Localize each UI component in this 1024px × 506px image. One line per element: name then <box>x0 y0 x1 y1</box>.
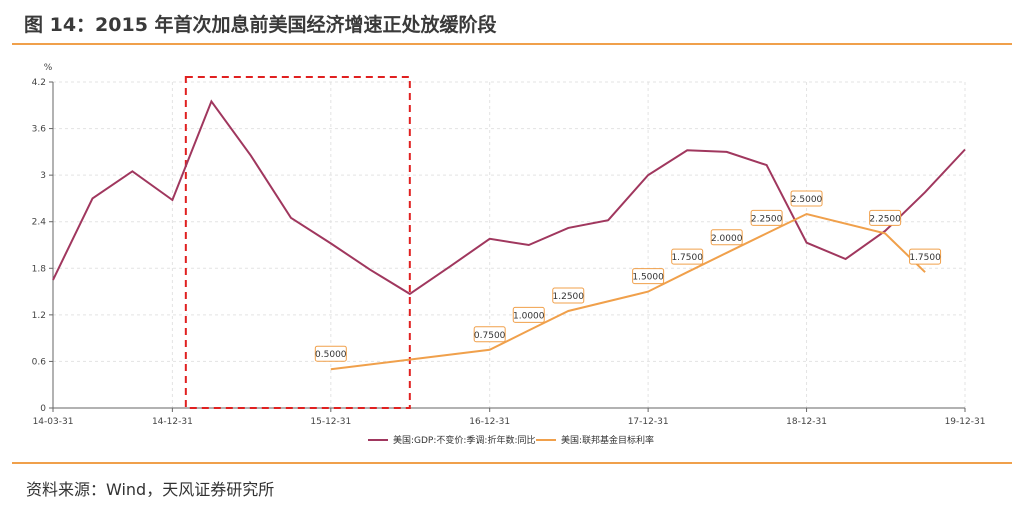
y-tick-label: 3.6 <box>32 125 47 135</box>
data-label-box <box>473 326 506 343</box>
top-divider <box>12 43 1012 45</box>
data-label: 1.0000 <box>513 311 545 321</box>
y-tick-label: 3 <box>40 171 46 181</box>
x-tick-label: 19-12-31 <box>945 417 986 427</box>
data-label-box <box>671 248 704 265</box>
data-label: 0.7500 <box>474 331 506 341</box>
bottom-divider <box>12 462 1012 464</box>
y-tick-label: 0 <box>40 404 46 414</box>
x-tick-label: 16-12-31 <box>469 417 510 427</box>
legend-label-fed-rate: 美国:联邦基金目标利率 <box>561 434 654 446</box>
data-label: 2.2500 <box>869 214 901 224</box>
data-label-box <box>909 248 942 265</box>
data-label-box <box>869 209 902 226</box>
data-label-box <box>710 229 743 246</box>
data-label: 2.2500 <box>751 214 783 224</box>
data-label-box <box>790 190 823 207</box>
x-tick-label: 18-12-31 <box>786 417 827 427</box>
data-label: 0.5000 <box>315 350 347 360</box>
x-tick-label: 14-12-31 <box>152 417 193 427</box>
data-label: 2.5000 <box>791 195 823 205</box>
y-tick-label: 2.4 <box>32 218 47 228</box>
data-label-box <box>314 345 347 362</box>
data-label: 1.7500 <box>671 253 703 263</box>
gdp-series-line <box>52 99 966 296</box>
data-label: 1.7500 <box>909 253 941 263</box>
y-tick-label: 4.2 <box>32 78 46 88</box>
data-label: 2.0000 <box>711 234 743 244</box>
data-label-box <box>750 209 783 226</box>
data-label-box <box>552 287 585 304</box>
fed-rate-series-line <box>330 212 926 371</box>
source-note: 资料来源：Wind，天风证券研究所 <box>26 480 275 499</box>
y-tick-label: 1.2 <box>32 311 46 321</box>
data-label-box <box>512 306 545 323</box>
y-unit-label: % <box>44 63 53 73</box>
data-label: 1.5000 <box>632 273 664 283</box>
y-tick-label: 0.6 <box>32 357 47 367</box>
x-tick-label: 17-12-31 <box>628 417 669 427</box>
highlight-box <box>184 76 411 409</box>
legend-label-gdp: 美国:GDP:不变价:季调:折年数:同比 <box>393 434 536 446</box>
data-label: 1.2500 <box>553 292 585 302</box>
x-tick-label: 14-03-31 <box>33 417 74 427</box>
data-label-box <box>632 268 665 285</box>
x-tick-label: 15-12-31 <box>310 417 351 427</box>
y-tick-label: 1.8 <box>32 264 47 274</box>
chart-title: 图 14：2015 年首次加息前美国经济增速正处放缓阶段 <box>24 14 497 36</box>
